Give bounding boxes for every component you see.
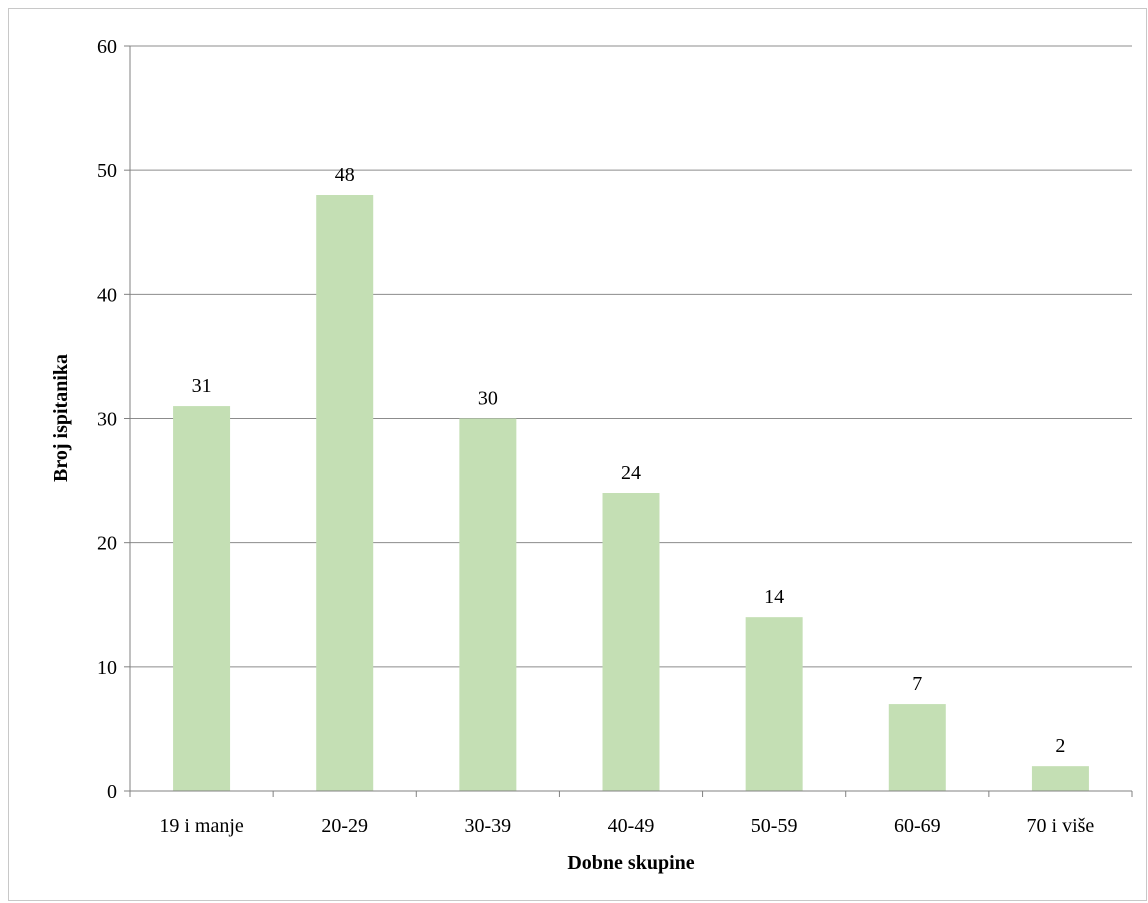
y-tick-label: 50 [97, 160, 117, 182]
labels: 0 10 20 30 40 50 60 31 19 i manje 48 20-29 30 30-39 2… [97, 36, 1094, 837]
bar [602, 493, 660, 791]
bar [173, 406, 231, 791]
bar [316, 195, 374, 791]
data-label: 7 [912, 673, 922, 695]
data-label: 24 [621, 462, 641, 484]
axes [124, 45, 1133, 797]
x-tick-label: 19 i manje [159, 815, 244, 837]
x-tick-label: 60-69 [894, 815, 941, 837]
y-tick-label: 0 [107, 781, 117, 803]
data-label: 2 [1055, 735, 1065, 757]
y-tick-label: 10 [97, 657, 117, 679]
data-label: 30 [478, 388, 498, 410]
gridlines [130, 45, 1132, 668]
x-tick-label: 70 i više [1027, 815, 1095, 837]
x-tick-label: 50-59 [751, 815, 798, 837]
y-axis-title: Broj ispitanika [50, 354, 72, 482]
bar [745, 617, 803, 791]
x-tick-label: 30-39 [465, 815, 512, 837]
bar [459, 418, 517, 791]
y-tick-label: 60 [97, 36, 117, 58]
bar [1031, 766, 1089, 791]
x-tick-label: 20-29 [321, 815, 368, 837]
data-label: 14 [764, 586, 784, 608]
y-tick-label: 30 [97, 409, 117, 431]
data-label: 48 [335, 164, 355, 186]
x-tick-label: 40-49 [608, 815, 655, 837]
bars [173, 195, 1089, 791]
bar [888, 704, 946, 791]
x-axis-title: Dobne skupine [567, 852, 694, 874]
y-tick-label: 20 [97, 533, 117, 555]
y-tick-label: 40 [97, 284, 117, 306]
data-label: 31 [192, 375, 212, 397]
